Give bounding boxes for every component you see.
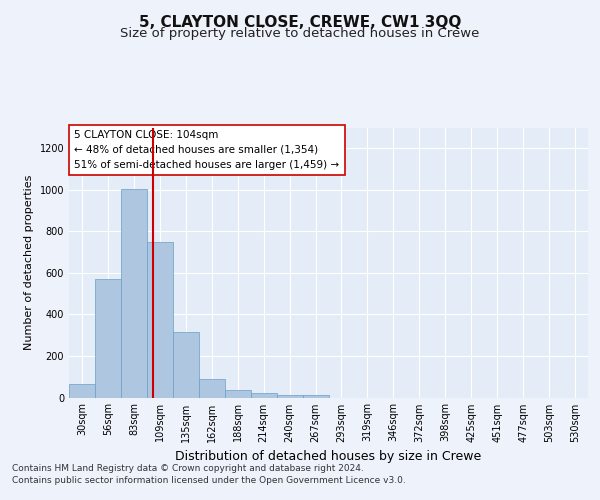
Bar <box>121 189 147 398</box>
Text: Contains public sector information licensed under the Open Government Licence v3: Contains public sector information licen… <box>12 476 406 485</box>
Text: Contains HM Land Registry data © Crown copyright and database right 2024.: Contains HM Land Registry data © Crown c… <box>12 464 364 473</box>
Bar <box>199 379 224 398</box>
Bar <box>225 390 251 398</box>
Bar <box>277 395 302 398</box>
Bar <box>173 332 199 398</box>
X-axis label: Distribution of detached houses by size in Crewe: Distribution of detached houses by size … <box>175 450 482 463</box>
Text: 5, CLAYTON CLOSE, CREWE, CW1 3QQ: 5, CLAYTON CLOSE, CREWE, CW1 3QQ <box>139 15 461 30</box>
Bar <box>147 242 173 398</box>
Y-axis label: Number of detached properties: Number of detached properties <box>24 175 34 350</box>
Text: Size of property relative to detached houses in Crewe: Size of property relative to detached ho… <box>121 28 479 40</box>
Bar <box>69 384 95 398</box>
Bar <box>302 395 329 398</box>
Bar <box>95 279 121 398</box>
Text: 5 CLAYTON CLOSE: 104sqm
← 48% of detached houses are smaller (1,354)
51% of semi: 5 CLAYTON CLOSE: 104sqm ← 48% of detache… <box>74 130 340 170</box>
Bar <box>251 393 277 398</box>
